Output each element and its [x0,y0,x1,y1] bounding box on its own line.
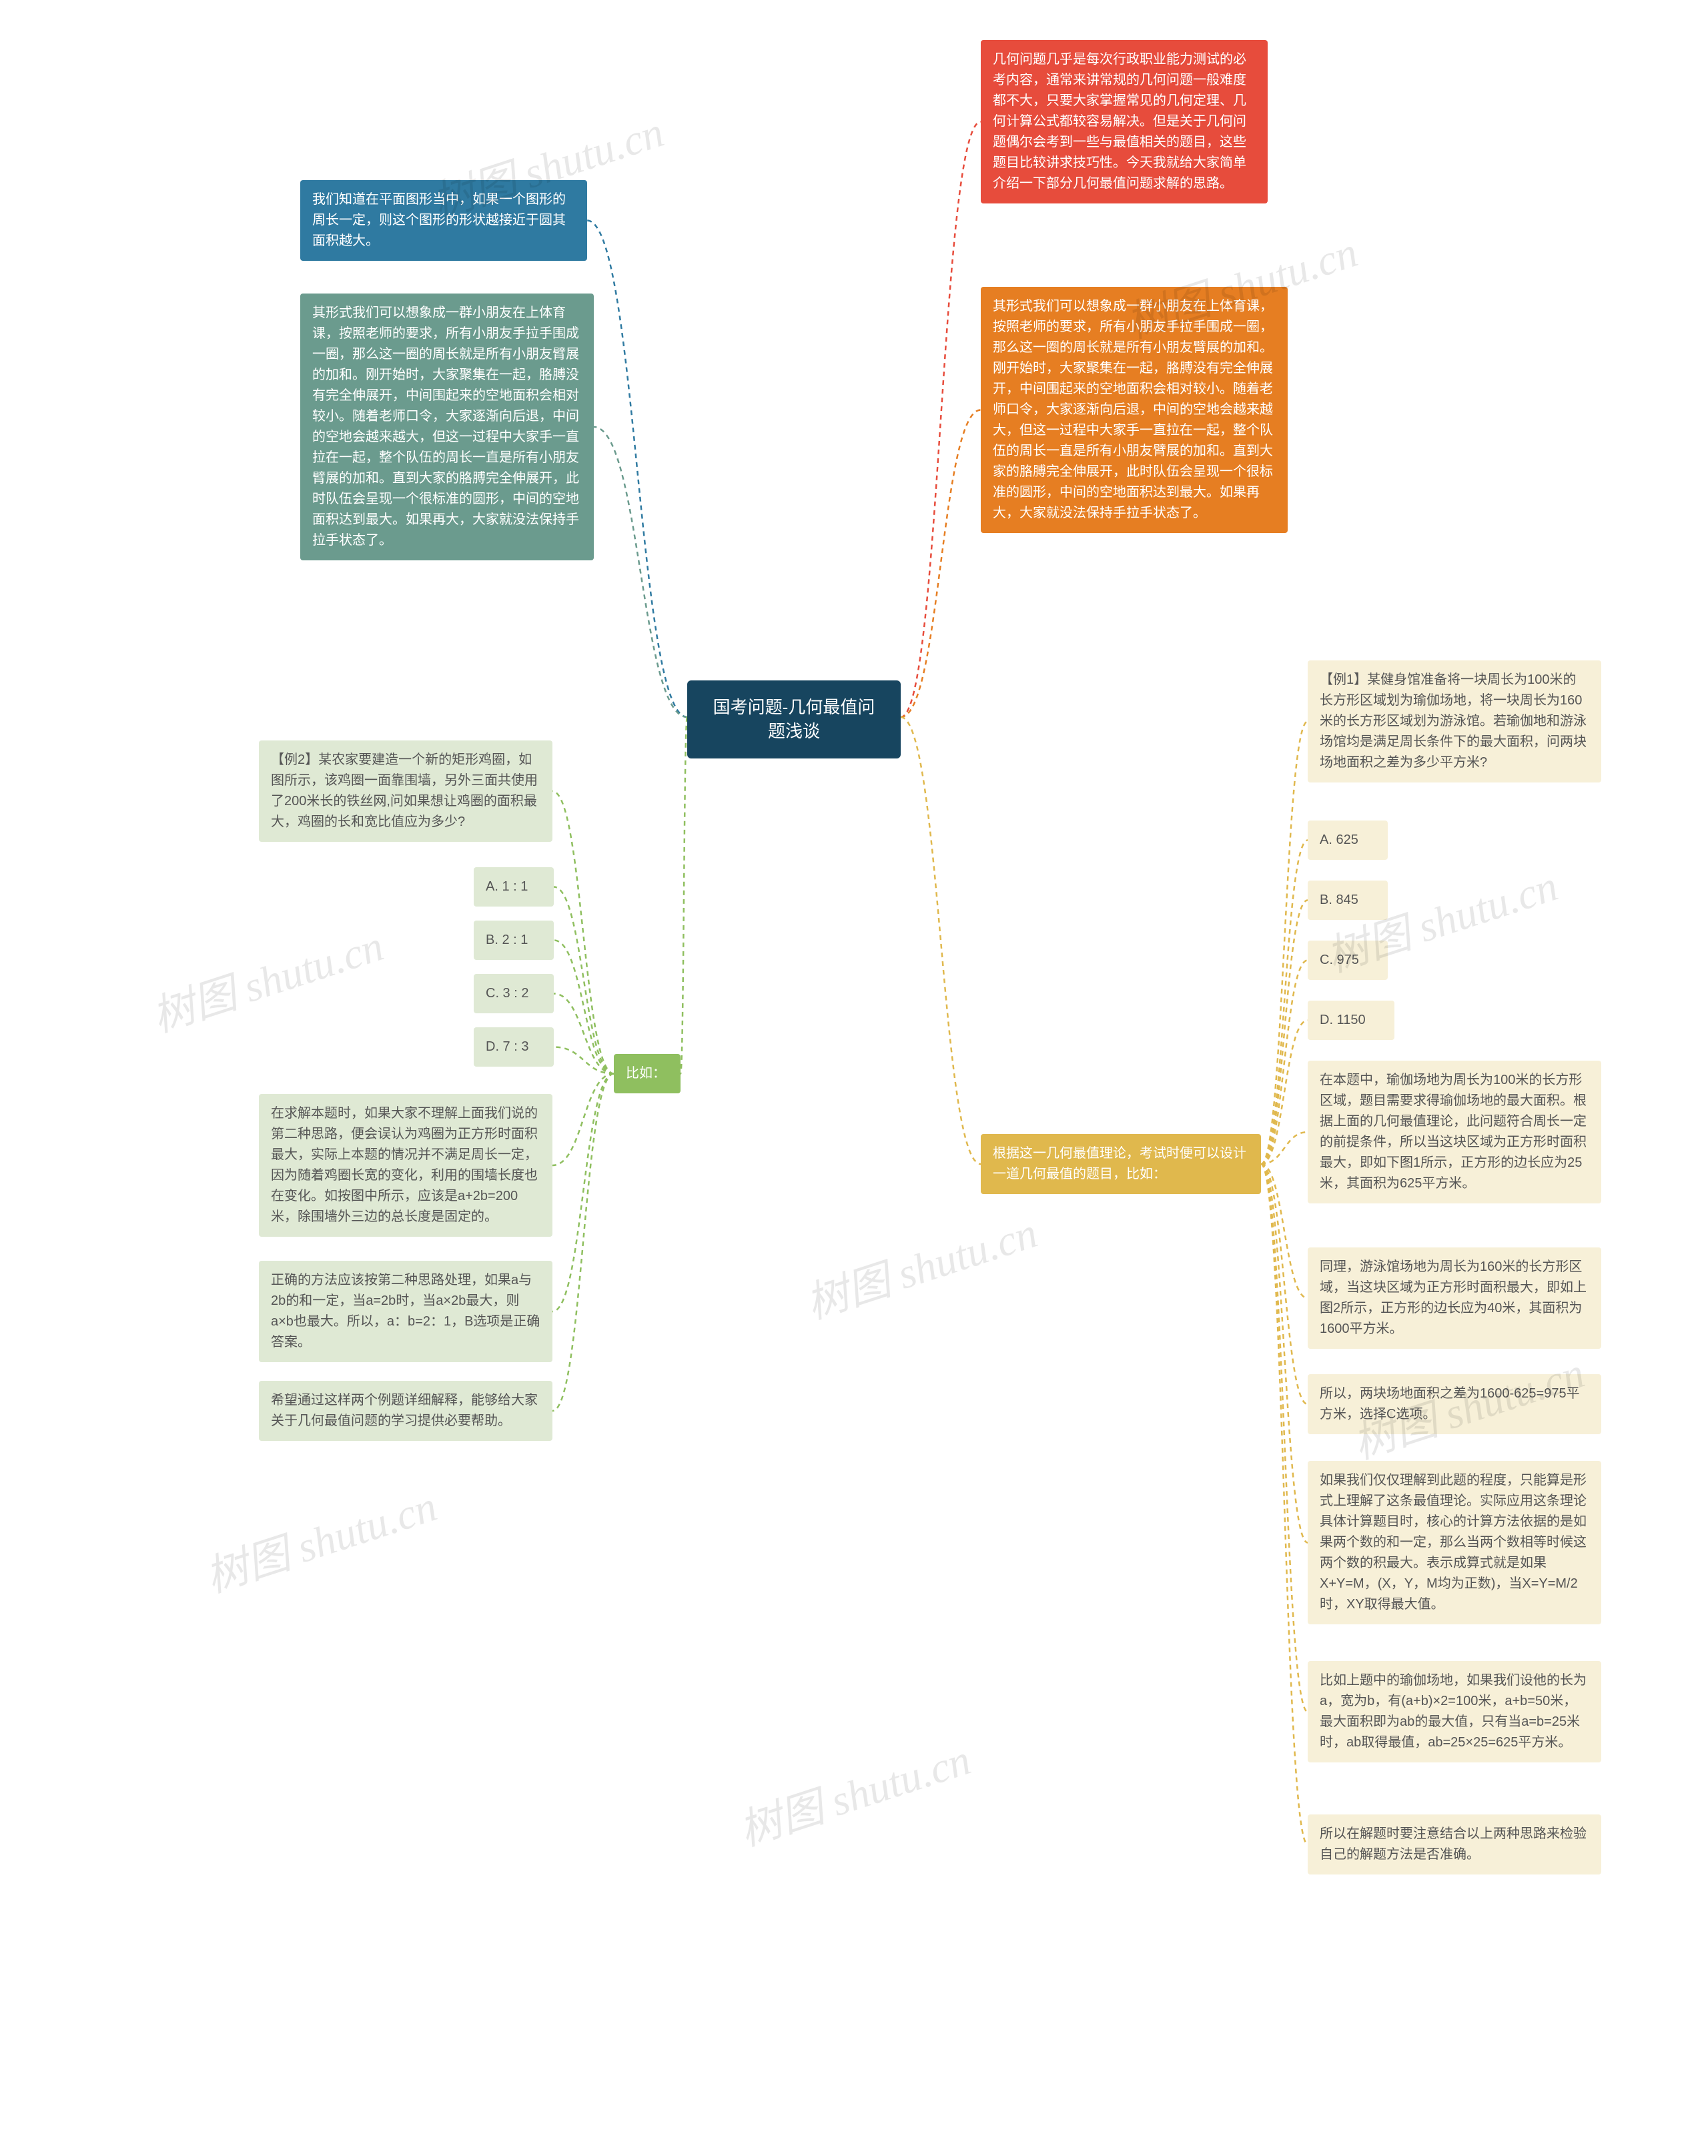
edge [1261,1132,1308,1164]
node-text: D. 1150 [1320,1013,1366,1027]
node-text: 【例1】某健身馆准备将一块周长为100米的长方形区域划为瑜伽场地，将一块周长为1… [1320,672,1587,770]
watermark: 树图 shutu.cn [197,1472,444,1604]
node-text: D. 7 : 3 [486,1039,528,1054]
node-text: A. 1 : 1 [486,879,528,894]
edge [681,717,687,1074]
edge [554,941,614,1074]
edge [554,994,614,1074]
node-lmid: 比如： [614,1054,681,1093]
node-l3h: 希望通过这样两个例题详细解释，能够给大家关于几何最值问题的学习提供必要帮助。 [259,1381,552,1441]
node-text: B. 845 [1320,893,1358,907]
edge [1261,1164,1308,1404]
edge [554,887,614,1074]
node-text: 同理，游泳馆场地为周长为160米的长方形区域，当这块区域为正方形时面积最大，即如… [1320,1259,1587,1336]
node-text: 【例2】某农家要建造一个新的矩形鸡圈，如图所示，该鸡圈一面靠围墙，另外三面共使用… [271,752,538,829]
node-l3g: 正确的方法应该按第二种思路处理，如果a与2b的和一定，当a=2b时，当a×2b最… [259,1261,552,1362]
watermark: 树图 shutu.cn [731,1726,977,1858]
node-l3a: 【例2】某农家要建造一个新的矩形鸡圈，如图所示，该鸡圈一面靠围墙，另外三面共使用… [259,740,552,842]
edge [552,1074,614,1412]
node-text: C. 3 : 2 [486,986,528,1001]
edge [552,1074,614,1166]
node-r3g: 同理，游泳馆场地为周长为160米的长方形区域，当这块区域为正方形时面积最大，即如… [1308,1247,1601,1349]
node-r1: 几何问题几乎是每次行政职业能力测试的必考内容，通常来讲常规的几何问题一般难度都不… [981,40,1268,203]
node-text: 比如上题中的瑜伽场地，如果我们设他的长为a，宽为b，有(a+b)×2=100米，… [1320,1673,1587,1750]
edge [1261,901,1308,1165]
edge [552,1074,614,1312]
node-r3d: C. 975 [1308,941,1388,980]
node-r3i: 如果我们仅仅理解到此题的程度，只能算是形式上理解了这条最值理论。实际应用这条理论… [1308,1461,1601,1624]
edge [1261,841,1308,1165]
edge [594,427,687,717]
node-text: A. 625 [1320,833,1358,847]
node-r3: 根据这一几何最值理论，考试时便可以设计一道几何最值的题目，比如： [981,1134,1261,1194]
node-text: 在求解本题时，如果大家不理解上面我们说的第二种思路，便会误认为鸡圈为正方形时面积… [271,1106,538,1224]
node-l2: 其形式我们可以想象成一群小朋友在上体育课，按照老师的要求，所有小朋友手拉手围成一… [300,294,594,560]
node-r3b: A. 625 [1308,821,1388,860]
edge [1261,722,1308,1165]
edge [901,717,981,1164]
node-l3b: A. 1 : 1 [474,867,554,907]
center-node: 国考问题-几何最值问题浅谈 [687,680,901,758]
edge [901,122,981,718]
node-l3c: B. 2 : 1 [474,921,554,960]
edge [552,791,614,1074]
node-text: 正确的方法应该按第二种思路处理，如果a与2b的和一定，当a=2b时，当a×2b最… [271,1273,540,1350]
node-text: 其形式我们可以想象成一群小朋友在上体育课，按照老师的要求，所有小朋友手拉手围成一… [993,299,1273,520]
node-text: 比如： [626,1066,666,1081]
edge [1261,1164,1308,1712]
node-r3a: 【例1】某健身馆准备将一块周长为100米的长方形区域划为瑜伽场地，将一块周长为1… [1308,660,1601,782]
node-r3f: 在本题中，瑜伽场地为周长为100米的长方形区域，题目需要求得瑜伽场地的最大面积。… [1308,1061,1601,1203]
edge [901,410,981,718]
node-text: 希望通过这样两个例题详细解释，能够给大家关于几何最值问题的学习提供必要帮助。 [271,1393,538,1428]
node-r3h: 所以，两块场地面积之差为1600-625=975平方米，选择C选项。 [1308,1374,1601,1434]
node-l1: 我们知道在平面图形当中，如果一个图形的周长一定，则这个图形的形状越接近于圆其面积… [300,180,587,261]
node-l3d: C. 3 : 2 [474,974,554,1013]
node-text: 所以，两块场地面积之差为1600-625=975平方米，选择C选项。 [1320,1386,1580,1422]
node-text: B. 2 : 1 [486,933,528,947]
edge [1261,961,1308,1165]
edge [1261,1164,1308,1844]
node-text: 几何问题几乎是每次行政职业能力测试的必考内容，通常来讲常规的几何问题一般难度都不… [993,52,1246,191]
watermark: 树图 shutu.cn [143,912,390,1044]
watermark: 树图 shutu.cn [797,1199,1044,1331]
node-l3e: D. 7 : 3 [474,1027,554,1067]
node-text: 根据这一几何最值理论，考试时便可以设计一道几何最值的题目，比如： [993,1146,1246,1181]
edge [554,1047,614,1074]
center-label: 国考问题-几何最值问题浅谈 [713,697,875,741]
node-r3j: 比如上题中的瑜伽场地，如果我们设他的长为a，宽为b，有(a+b)×2=100米，… [1308,1661,1601,1762]
node-text: 在本题中，瑜伽场地为周长为100米的长方形区域，题目需要求得瑜伽场地的最大面积。… [1320,1073,1587,1191]
node-r2: 其形式我们可以想象成一群小朋友在上体育课，按照老师的要求，所有小朋友手拉手围成一… [981,287,1288,533]
edge [587,221,687,718]
node-l3f: 在求解本题时，如果大家不理解上面我们说的第二种思路，便会误认为鸡圈为正方形时面积… [259,1094,552,1237]
node-text: 其形式我们可以想象成一群小朋友在上体育课，按照老师的要求，所有小朋友手拉手围成一… [312,306,579,548]
node-r3e: D. 1150 [1308,1001,1394,1040]
node-text: 所以在解题时要注意结合以上两种思路来检验自己的解题方法是否准确。 [1320,1826,1587,1862]
node-text: 我们知道在平面图形当中，如果一个图形的周长一定，则这个图形的形状越接近于圆其面积… [312,192,566,248]
edge [1261,1164,1308,1543]
node-r3k: 所以在解题时要注意结合以上两种思路来检验自己的解题方法是否准确。 [1308,1814,1601,1874]
edge [1261,1021,1308,1165]
node-r3c: B. 845 [1308,881,1388,920]
edge [1261,1164,1308,1298]
node-text: 如果我们仅仅理解到此题的程度，只能算是形式上理解了这条最值理论。实际应用这条理论… [1320,1473,1587,1612]
node-text: C. 975 [1320,953,1359,967]
